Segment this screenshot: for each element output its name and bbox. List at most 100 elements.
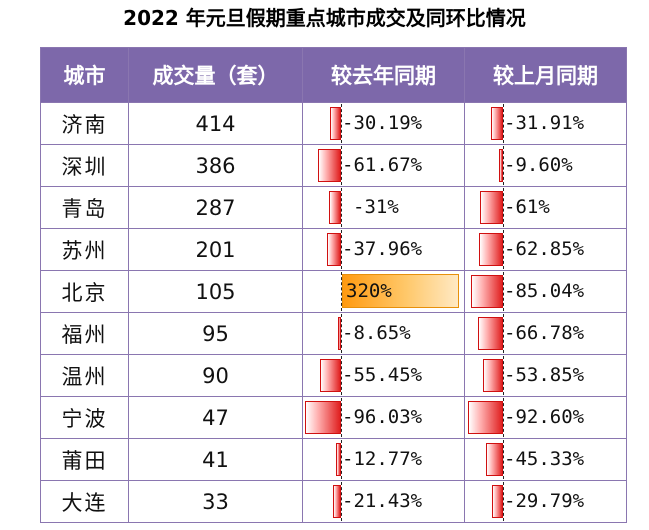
city-cell: 温州 (40, 354, 129, 397)
table-row: 宁波 47 -96.03% -92.60% (40, 396, 627, 439)
yoy-cell: 320% (302, 270, 465, 313)
header-volume: 成交量（套） (128, 47, 303, 103)
mom-value-label: -92.60% (504, 406, 585, 428)
yoy-value-label: -96.03% (342, 406, 423, 428)
yoy-axis-line (341, 146, 342, 185)
mom-negative-bar (477, 317, 503, 350)
mom-value-label: -45.33% (504, 448, 585, 470)
city-cell: 深圳 (40, 144, 129, 187)
table-row: 大连 33 -21.43% -29.79% (40, 480, 627, 523)
mom-axis-line (503, 356, 504, 395)
mom-value-label: -9.60% (504, 154, 573, 176)
mom-value-label: -61% (504, 196, 550, 218)
mom-axis-line (503, 104, 504, 143)
yoy-cell: -30.19% (302, 102, 465, 145)
mom-negative-bar (479, 233, 503, 266)
header-city: 城市 (40, 47, 129, 103)
city-cell: 北京 (40, 270, 129, 313)
yoy-negative-bar (336, 443, 341, 476)
mom-cell: -53.85% (464, 354, 627, 397)
yoy-cell: -61.67% (302, 144, 465, 187)
volume-cell: 47 (128, 396, 303, 439)
yoy-negative-bar (319, 359, 341, 392)
city-cell: 福州 (40, 312, 129, 355)
mom-axis-line (503, 398, 504, 437)
mom-axis-line (503, 146, 504, 185)
table-row: 温州 90 -55.45% -53.85% (40, 354, 627, 397)
yoy-value-label: 320% (346, 280, 392, 302)
mom-axis-line (503, 314, 504, 353)
table-row: 青岛 287 -31% -61% (40, 186, 627, 229)
mom-value-label: -66.78% (504, 322, 585, 344)
mom-cell: -62.85% (464, 228, 627, 271)
yoy-cell: -12.77% (302, 438, 465, 481)
mom-value-label: -29.79% (504, 490, 585, 512)
volume-cell: 90 (128, 354, 303, 397)
yoy-axis-line (341, 314, 342, 353)
table-row: 莆田 41 -12.77% -45.33% (40, 438, 627, 481)
volume-cell: 201 (128, 228, 303, 271)
mom-value-label: -53.85% (504, 364, 585, 386)
mom-negative-bar (485, 443, 503, 476)
yoy-axis-line (341, 230, 342, 269)
yoy-axis-line (341, 440, 342, 479)
city-cell: 宁波 (40, 396, 129, 439)
mom-cell: -9.60% (464, 144, 627, 187)
city-cell: 大连 (40, 480, 129, 523)
yoy-value-label: -8.65% (342, 322, 411, 344)
yoy-value-label: -30.19% (342, 112, 423, 134)
table-row: 济南 414 -30.19% -31.91% (40, 102, 627, 145)
yoy-value-label: -12.77% (342, 448, 423, 470)
table-row: 福州 95 -8.65% -66.78% (40, 312, 627, 355)
yoy-axis-line (341, 104, 342, 143)
yoy-negative-bar (332, 485, 341, 518)
mom-negative-bar (499, 149, 503, 182)
yoy-value-label: -37.96% (342, 238, 423, 260)
mom-negative-bar (470, 275, 503, 308)
yoy-negative-bar (329, 191, 341, 224)
yoy-value-label: -55.45% (342, 364, 423, 386)
city-cell: 青岛 (40, 186, 129, 229)
mom-negative-bar (482, 359, 503, 392)
mom-axis-line (503, 272, 504, 311)
table-row: 深圳 386 -61.67% -9.60% (40, 144, 627, 187)
yoy-positive-bar (342, 274, 459, 308)
volume-cell: 95 (128, 312, 303, 355)
mom-axis-line (503, 440, 504, 479)
mom-cell: -61% (464, 186, 627, 229)
yoy-cell: -31% (302, 186, 465, 229)
header-mom: 较上月同期 (464, 47, 627, 103)
volume-cell: 287 (128, 186, 303, 229)
mom-negative-bar (467, 401, 503, 434)
mom-value-label: -62.85% (504, 238, 585, 260)
volume-cell: 33 (128, 480, 303, 523)
yoy-cell: -37.96% (302, 228, 465, 271)
volume-cell: 386 (128, 144, 303, 187)
mom-negative-bar (491, 485, 503, 518)
city-table: 城市 成交量（套） 较去年同期 较上月同期 济南 414 -30.19% -31.91… (40, 47, 627, 523)
mom-cell: -31.91% (464, 102, 627, 145)
yoy-negative-bar (337, 317, 341, 350)
mom-cell: -29.79% (464, 480, 627, 523)
yoy-axis-line (341, 188, 342, 227)
mom-cell: -85.04% (464, 270, 627, 313)
mom-cell: -66.78% (464, 312, 627, 355)
header-yoy: 较去年同期 (302, 47, 465, 103)
mom-axis-line (503, 482, 504, 521)
yoy-axis-line (341, 398, 342, 437)
yoy-negative-bar (304, 401, 341, 434)
yoy-cell: -96.03% (302, 396, 465, 439)
yoy-value-label: -31% (353, 196, 399, 218)
mom-negative-bar (490, 107, 503, 140)
table-row: 北京 105 320% -85.04% (40, 270, 627, 313)
header-row: 城市 成交量（套） 较去年同期 较上月同期 (40, 47, 627, 103)
mom-cell: -45.33% (464, 438, 627, 481)
city-cell: 莆田 (40, 438, 129, 481)
yoy-cell: -55.45% (302, 354, 465, 397)
yoy-cell: -8.65% (302, 312, 465, 355)
mom-value-label: -85.04% (504, 280, 585, 302)
yoy-value-label: -21.43% (342, 490, 423, 512)
table-row: 苏州 201 -37.96% -62.85% (40, 228, 627, 271)
yoy-axis-line (341, 272, 342, 311)
yoy-cell: -21.43% (302, 480, 465, 523)
